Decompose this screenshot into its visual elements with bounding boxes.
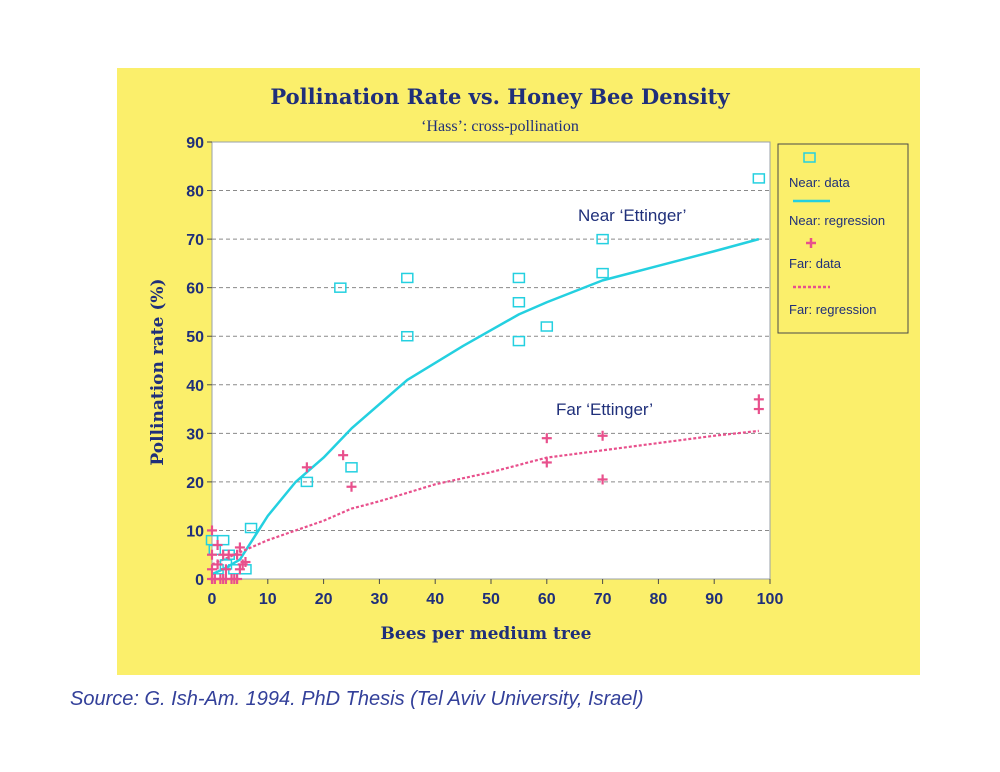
far-data-point [212,559,223,570]
tick-label-y: 30 [186,426,204,443]
far-data-point [234,542,245,553]
far-regression-line [211,429,759,566]
far-data-point [597,430,608,441]
legend-marker-far-data [806,238,816,248]
near-data-point [334,282,347,293]
legend-label-far-data: Far: data [789,256,842,271]
tick-label-x: 40 [426,591,444,608]
legend-label-near-data: Near: data [789,175,850,190]
near-regression-line [211,237,760,576]
y-axis-label: Pollination rate (%) [148,278,168,465]
near-data-point [244,522,258,534]
legend-label-near-regression: Near: regression [789,213,885,228]
legend-marker-near-data [803,152,816,163]
source-caption: Source: G. Ish-Am. 1994. PhD Thesis (Tel… [70,688,644,710]
near-data-point [512,296,526,308]
chart-title: Pollination Rate vs. Honey Bee Density [270,84,730,109]
tick-label-y: 40 [186,378,204,395]
far-data-point [207,564,217,575]
tick-label-x: 70 [594,591,612,608]
y-axis-ticks: 0 10 20 30 40 50 60 70 80 90 [186,135,212,589]
data-points [205,173,766,584]
legend: Near: data Near: regression Far: data Fa… [777,143,909,334]
annotation-far: Far ‘Ettinger’ [556,400,653,419]
chart-subtitle: ‘Hass’: cross-pollination [421,118,579,135]
tick-label-x: 10 [259,591,277,608]
far-data-point [207,525,217,536]
far-data-point [232,549,243,560]
far-data-point-zero [232,574,243,584]
tick-label-y: 60 [186,281,204,298]
far-data-point [338,450,349,461]
near-data-point [512,272,526,284]
tick-label-y: 50 [186,329,204,346]
gridlines [212,190,770,531]
annotation-near: Near ‘Ettinger’ [578,206,686,225]
tick-label-y: 20 [186,475,204,492]
tick-label-x: 100 [757,591,784,608]
far-data-point [223,549,234,560]
far-data-point [597,474,608,485]
near-data-point [300,476,314,488]
tick-label-x: 20 [315,591,333,608]
near-data-point [345,462,358,473]
x-axis-ticks: 0 10 20 30 40 50 60 70 80 90 100 [208,579,784,608]
far-data-point [541,433,552,444]
far-data-point [753,394,764,405]
far-data-point [346,481,357,492]
near-data-point [401,330,414,342]
tick-label-x: 50 [482,591,500,608]
near-data-point [752,173,766,184]
far-data-point [240,557,251,568]
near-data-point [401,272,414,284]
legend-label-far-regression: Far: regression [789,302,876,317]
tick-label-x: 60 [538,591,556,608]
near-data-point [596,233,609,245]
near-data-point [540,321,554,332]
tick-label-y: 90 [186,135,204,152]
far-data-point [212,540,223,551]
tick-label-x: 0 [208,591,217,608]
tick-label-y: 0 [195,572,204,589]
far-data-point [541,457,552,468]
tick-label-x: 30 [371,591,389,608]
far-data-point [220,564,231,575]
plot-area [211,141,771,580]
far-data-point [753,404,764,415]
far-data-point [207,549,217,560]
regression-lines [211,237,760,576]
x-axis-label: Bees per medium tree [381,624,592,644]
tick-label-x: 90 [705,591,723,608]
tick-label-x: 80 [650,591,668,608]
tick-label-y: 80 [186,184,204,201]
legend-box [777,143,909,334]
far-data-point [301,462,312,473]
near-data-point [512,335,526,347]
near-data-point [596,267,609,279]
tick-label-y: 10 [186,523,204,540]
tick-label-y: 70 [186,232,204,249]
